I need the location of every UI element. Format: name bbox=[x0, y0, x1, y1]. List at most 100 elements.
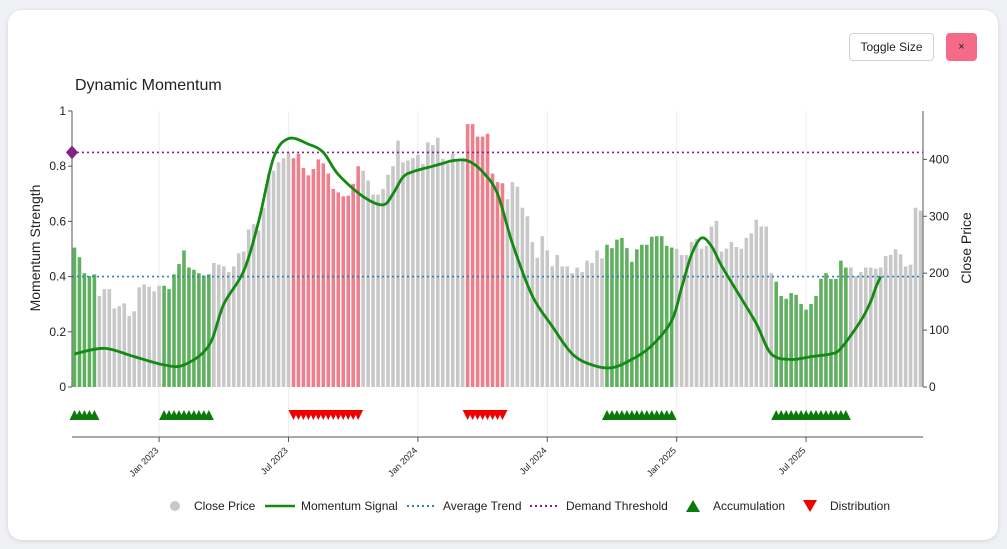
close-price-bar bbox=[301, 167, 306, 387]
close-price-bar bbox=[784, 298, 788, 387]
x-tick-label: Jan 2025 bbox=[645, 445, 678, 478]
y-right-tick-label: 400 bbox=[929, 152, 949, 166]
x-tick-label: Jul 2024 bbox=[518, 445, 549, 476]
y-axis-left-label: Momentum Strength bbox=[27, 185, 43, 312]
close-price-bar bbox=[863, 267, 868, 387]
close-price-bar bbox=[804, 309, 808, 387]
close-price-bar bbox=[192, 269, 196, 387]
accumulation-marker bbox=[840, 410, 851, 420]
close-price-bar bbox=[913, 207, 918, 387]
close-price-bar bbox=[102, 289, 107, 387]
close-price-bar bbox=[868, 267, 873, 387]
close-price-bar bbox=[714, 220, 719, 387]
close-price-bar bbox=[475, 136, 480, 387]
legend-label: Accumulation bbox=[713, 499, 785, 513]
close-price-bar bbox=[510, 182, 515, 387]
legend-item-average: Average Trend bbox=[407, 499, 522, 513]
legend-swatch bbox=[170, 501, 180, 511]
close-price-bar bbox=[689, 241, 694, 387]
close-price-bar bbox=[605, 244, 609, 387]
close-price-bar bbox=[699, 248, 704, 387]
close-price-bar bbox=[694, 239, 699, 387]
close-price-bar bbox=[107, 289, 112, 387]
close-price-bar bbox=[296, 153, 301, 387]
close-price-bar bbox=[615, 239, 619, 387]
close-price-bar bbox=[555, 254, 560, 387]
y-left-tick-label: 0.6 bbox=[49, 214, 66, 228]
close-price-bar bbox=[704, 245, 709, 387]
momentum-signal-line bbox=[74, 136, 882, 370]
close-price-bar bbox=[112, 308, 117, 387]
close-price-bar bbox=[465, 124, 470, 388]
y-left-tick-label: 0.2 bbox=[49, 325, 66, 339]
close-price-bar bbox=[416, 154, 420, 387]
close-price-bar bbox=[361, 170, 365, 387]
close-price-bar bbox=[814, 295, 818, 387]
close-price-bar bbox=[202, 275, 206, 387]
close-price-bar bbox=[580, 272, 584, 387]
legend-item-dist: Distribution bbox=[803, 499, 890, 513]
close-price-bar bbox=[137, 287, 141, 387]
close-price-bar bbox=[893, 249, 898, 387]
close-price-bar bbox=[625, 248, 629, 387]
close-price-bar bbox=[749, 233, 754, 387]
y-right-tick-label: 100 bbox=[929, 323, 949, 337]
close-button[interactable]: × bbox=[946, 33, 977, 61]
close-price-bar bbox=[346, 195, 350, 387]
close-price-bar bbox=[291, 158, 296, 387]
close-price-bar bbox=[520, 207, 525, 387]
close-price-bar bbox=[435, 137, 440, 387]
close-price-bar bbox=[505, 199, 510, 387]
close-price-bar bbox=[142, 284, 146, 387]
close-price-bar bbox=[799, 303, 803, 387]
close-price-bar bbox=[326, 173, 331, 387]
close-price-bar bbox=[888, 254, 893, 387]
x-tick-label: Jul 2023 bbox=[259, 445, 290, 476]
y-axis-right-label: Close Price bbox=[958, 212, 974, 284]
close-price-bar bbox=[744, 237, 749, 387]
close-price-bar bbox=[127, 315, 132, 387]
y-right-tick-label: 200 bbox=[929, 266, 949, 280]
toggle-size-button[interactable]: Toggle Size bbox=[849, 33, 934, 61]
close-price-bar bbox=[849, 267, 853, 387]
close-price-bar bbox=[122, 303, 127, 387]
close-price-bar bbox=[396, 140, 400, 387]
close-price-bar bbox=[649, 236, 654, 387]
close-price-bar bbox=[620, 237, 624, 387]
close-price-bar bbox=[212, 262, 216, 387]
close-price-bar bbox=[431, 145, 435, 387]
close-price-bar bbox=[769, 273, 774, 387]
close-price-bar bbox=[878, 267, 883, 387]
accumulation-marker bbox=[666, 410, 677, 420]
legend-label: Close Price bbox=[194, 499, 256, 513]
legend-item-close: Close Price bbox=[170, 499, 256, 513]
close-price-bar bbox=[281, 158, 286, 387]
close-price-bar bbox=[789, 293, 793, 387]
close-price-bar bbox=[719, 251, 724, 387]
y-left-tick-label: 0.4 bbox=[49, 270, 66, 284]
close-price-bar bbox=[386, 174, 390, 387]
close-price-bar bbox=[779, 295, 783, 387]
close-price-bar bbox=[406, 160, 410, 387]
close-price-bar bbox=[426, 142, 430, 387]
close-price-bar bbox=[679, 254, 684, 387]
distribution-marker bbox=[497, 410, 508, 420]
close-price-bar bbox=[351, 183, 355, 387]
close-price-bar bbox=[241, 251, 246, 387]
x-tick-label: Jan 2023 bbox=[127, 445, 160, 478]
close-price-bar bbox=[376, 194, 380, 387]
close-price-bar bbox=[246, 229, 251, 387]
close-price-bar bbox=[664, 245, 669, 387]
close-price-bar bbox=[739, 248, 744, 387]
y-left-tick-label: 0 bbox=[59, 380, 66, 394]
close-price-bar bbox=[331, 188, 336, 387]
legend-label: Average Trend bbox=[443, 499, 522, 513]
close-price-bar bbox=[82, 273, 87, 387]
legend-item-demand: Demand Threshold bbox=[530, 499, 668, 513]
close-price-bar bbox=[809, 303, 813, 387]
legend-swatch bbox=[803, 500, 817, 512]
close-price-bar bbox=[445, 163, 450, 387]
close-price-bar bbox=[336, 192, 341, 387]
close-price-bar bbox=[261, 207, 266, 387]
